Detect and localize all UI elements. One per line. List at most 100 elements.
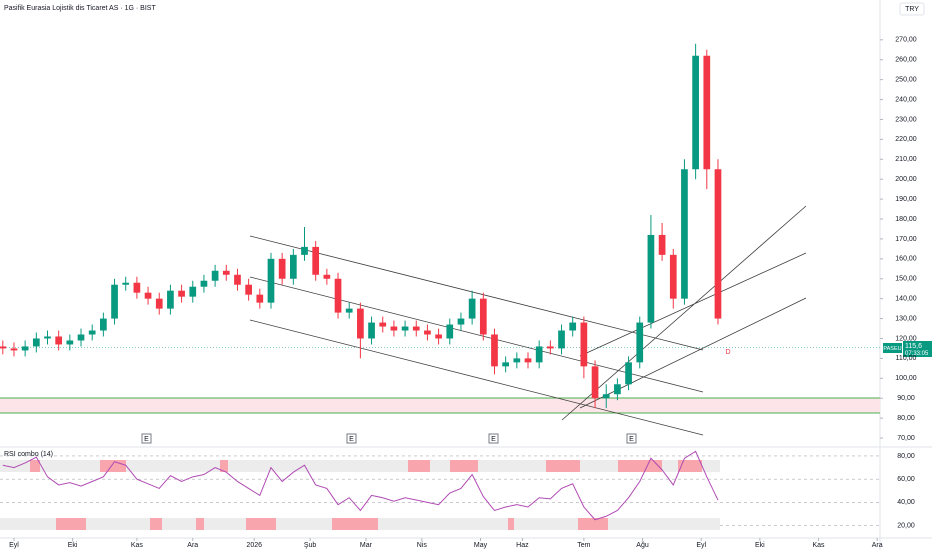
event-box[interactable] [488,433,499,444]
x-tick-label: Tem [577,542,590,549]
x-tick-label: Ağu [636,542,649,549]
y-tick-label: 80,00 [897,415,915,422]
candle-body [144,292,152,299]
y-tick-label: 140,00 [895,296,917,303]
symbol: PASEU [883,346,901,352]
candle-body [211,270,219,281]
candle-body [647,234,655,323]
candle-body [122,282,130,285]
y-tick-label: 230,00 [895,116,917,123]
candle-body [580,322,588,367]
y-tick-label: 260,00 [895,57,917,64]
candle-body [502,362,510,367]
x-tick-label: Şub [304,542,317,549]
event-label[interactable]: E [629,436,634,443]
event-markers: E E E E D [141,349,731,444]
candle-body [189,286,197,297]
event-box[interactable] [346,433,357,444]
symbol-badge [883,343,902,353]
candle-body [289,254,297,279]
candle-body [245,284,252,295]
y-tick-label: 270,00 [895,37,917,44]
y-tick-label: 130,00 [895,315,917,322]
candle-body [558,330,565,349]
y-tick-label: 190,00 [895,196,917,203]
indicator-line [2,450,719,521]
candle-body [111,284,118,319]
x-tick-label: Ara [187,542,198,549]
candle-body [256,294,264,303]
candle-body [636,322,644,363]
candle-body [100,318,107,331]
x-tick-label: Kas [131,542,144,549]
candle-body [614,384,621,395]
candle-body [21,346,29,351]
candle-body [77,334,85,341]
candle-body [334,278,342,313]
candle-body [66,340,74,345]
candle-body [88,330,96,335]
y-tick-label: 60,00 [897,476,915,483]
currency-box[interactable] [899,2,925,16]
candle-body [133,282,141,293]
candle-body [681,169,688,299]
candle-body [357,308,364,339]
y-tick-label: 240,00 [895,96,917,103]
candle-body [569,322,577,331]
candle-body [479,298,487,335]
candle-body [222,270,230,275]
candle-body [155,298,163,309]
event-box[interactable] [626,433,637,444]
candle-body [625,362,632,385]
candle-body [524,358,532,363]
y-tick-label: 220,00 [895,136,917,143]
event-label[interactable]: D [725,349,730,356]
candle-body [55,336,63,345]
candle-body [435,334,442,339]
candle-body [200,280,208,287]
candle-body [703,55,711,170]
y-tick-label: 70,00 [897,435,915,442]
candle-body [312,246,320,275]
candle-body [591,366,599,399]
candle-body [44,336,51,339]
event-label[interactable]: E [491,436,496,443]
x-tick-label: May [474,542,488,549]
y-tick-label: 110,00 [896,355,917,362]
x-tick-label: Eyl [696,542,706,549]
y-tick-label: 250,00 [895,76,917,83]
candle-body [714,169,722,319]
candle-body [234,274,241,285]
y-tick-label: 40,00 [897,499,915,506]
rsi-band [0,460,720,472]
x-tick-label: Kas [813,542,826,549]
y-tick-label: 150,00 [895,276,917,283]
candle-body [10,348,18,351]
candle-body [658,234,666,255]
candle-body [345,308,353,313]
y-tick-label: 20,00 [897,522,915,529]
candle-body [390,326,398,331]
candle-body [692,55,699,170]
event-box[interactable] [141,433,152,444]
candle-body [669,254,677,299]
y-tick-label: 200,00 [895,176,917,183]
candle-body [301,246,308,255]
candle-body [0,346,7,349]
y-tick-label: 80,00 [897,453,915,460]
candle-body [379,322,387,327]
candle-body [32,338,40,347]
event-label[interactable]: E [349,436,354,443]
currency[interactable]: TRY [905,6,919,13]
price-badge [903,341,932,357]
y-tick-label: 180,00 [895,216,917,223]
candle-body [278,258,286,279]
y-tick-label: 170,00 [895,236,917,243]
y-tick-label: 90,00 [897,395,915,402]
y-tick-label: 100,00 [895,375,917,382]
x-tick-label: Eyl [9,542,19,549]
candle-body [546,346,554,349]
x-tick-label: Ara [872,542,883,549]
event-label[interactable]: E [144,436,149,443]
